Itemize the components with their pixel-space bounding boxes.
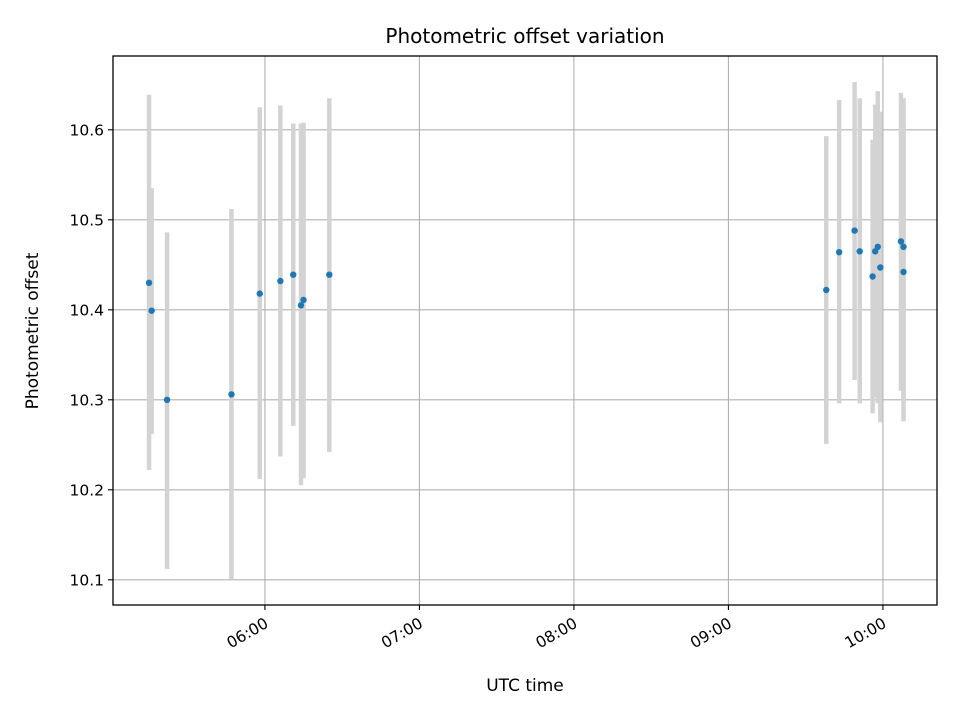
y-tick-label: 10.6 xyxy=(69,121,104,139)
y-tick-label: 10.2 xyxy=(69,481,104,499)
y-axis-label: Photometric offset xyxy=(23,252,43,409)
data-point xyxy=(145,279,153,286)
y-tick-label: 10.5 xyxy=(69,211,104,229)
data-point xyxy=(877,264,884,271)
y-axis-ticks: 10.1 10.2 10.3 10.4 10.5 10.6 xyxy=(69,121,113,589)
data-point xyxy=(897,238,905,245)
plot-frame xyxy=(112,55,938,606)
data-point xyxy=(163,396,171,403)
y-tick-label: 10.1 xyxy=(69,571,104,589)
data-point xyxy=(297,302,305,309)
data-point xyxy=(835,249,843,256)
data-points xyxy=(145,227,907,403)
y-tick-label: 10.4 xyxy=(69,301,104,319)
data-point xyxy=(851,227,858,234)
data-point xyxy=(290,271,297,278)
data-point xyxy=(326,271,333,278)
data-point xyxy=(277,277,284,285)
grid-lines xyxy=(113,56,937,605)
y-tick-label: 10.3 xyxy=(69,391,104,409)
chart-title: Photometric offset variation xyxy=(385,24,664,48)
data-point xyxy=(823,286,830,294)
data-point xyxy=(300,296,307,304)
data-point xyxy=(856,248,863,255)
data-point xyxy=(148,307,155,314)
data-point xyxy=(900,268,907,276)
data-point xyxy=(900,243,907,250)
data-point xyxy=(228,391,235,398)
data-point xyxy=(869,273,876,280)
data-point xyxy=(874,243,881,250)
x-axis-label: UTC time xyxy=(486,676,564,696)
data-point xyxy=(256,290,263,297)
